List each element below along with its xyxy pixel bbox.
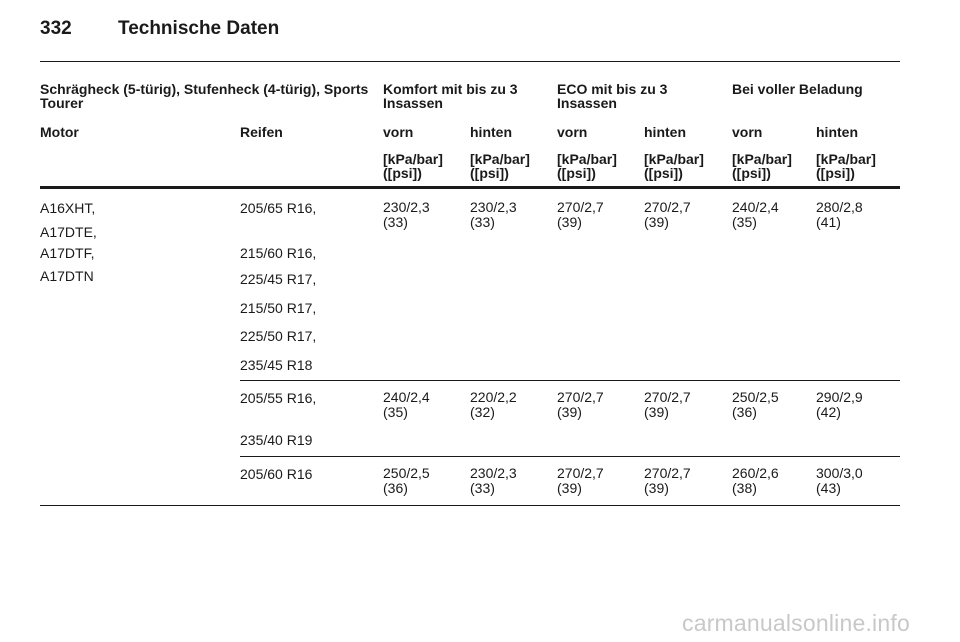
pressure-psi: (39)	[644, 404, 669, 420]
pressure-kpa-bar: 230/2,3	[470, 465, 517, 481]
pressure-psi: (42)	[816, 404, 841, 420]
pressure-kpa-bar: 270/2,7	[644, 199, 691, 215]
pressure-kpa-bar: 290/2,9	[816, 389, 863, 405]
unit-header: [kPa/bar] ([psi])	[470, 151, 530, 181]
full-load-header: Bei voller Beladung	[732, 81, 863, 97]
col-header-reifen: Reifen	[240, 124, 283, 140]
tyre-size: 215/50 R17,	[240, 300, 317, 316]
tyre-size: 215/60 R16,	[240, 245, 317, 261]
tyre-size: 205/60 R16	[240, 466, 313, 482]
pressure-psi: (41)	[816, 214, 841, 230]
col-header-comfort-front: vorn	[383, 124, 414, 140]
unit-header: [kPa/bar] ([psi])	[644, 151, 704, 181]
pressure-psi: (33)	[383, 214, 408, 230]
col-header-eco-front: vorn	[557, 124, 588, 140]
unit-header: [kPa/bar] ([psi])	[557, 151, 617, 181]
pressure-kpa-bar: 260/2,6	[732, 465, 779, 481]
page-number: 332	[40, 18, 72, 39]
pressure-kpa-bar: 270/2,7	[557, 389, 604, 405]
engine-code: A16XHT,	[40, 200, 96, 216]
pressure-psi: (36)	[383, 480, 408, 496]
pressure-cell: 250/2,5 (36)	[383, 466, 430, 496]
pressure-kpa-bar: 270/2,7	[644, 389, 691, 405]
pressure-kpa-bar: 220/2,2	[470, 389, 517, 405]
col-header-comfort-rear: hinten	[470, 124, 512, 140]
pressure-kpa-bar: 250/2,5	[383, 465, 430, 481]
tyre-size: 225/50 R17,	[240, 328, 317, 344]
pressure-kpa-bar: 240/2,4	[383, 389, 430, 405]
pressure-psi: (35)	[383, 404, 408, 420]
pressure-psi: (33)	[470, 480, 495, 496]
pressure-psi: (36)	[732, 404, 757, 420]
pressure-kpa-bar: 270/2,7	[557, 465, 604, 481]
pressure-cell: 300/3,0 (43)	[816, 466, 863, 496]
col-header-full-front: vorn	[732, 124, 763, 140]
pressure-psi: (39)	[557, 404, 582, 420]
pressure-cell: 270/2,7 (39)	[644, 200, 691, 230]
pressure-psi: (39)	[557, 480, 582, 496]
pressure-cell: 270/2,7 (39)	[557, 200, 604, 230]
pressure-psi: (38)	[732, 480, 757, 496]
pressure-kpa-bar: 230/2,3	[470, 199, 517, 215]
unit-header: [kPa/bar] ([psi])	[816, 151, 876, 181]
pressure-kpa-bar: 280/2,8	[816, 199, 863, 215]
pressure-cell: 280/2,8 (41)	[816, 200, 863, 230]
pressure-cell: 230/2,3 (33)	[470, 466, 517, 496]
table-bottom-rule	[40, 505, 900, 506]
pressure-kpa-bar: 250/2,5	[732, 389, 779, 405]
pressure-cell: 230/2,3 (33)	[383, 200, 430, 230]
group-divider	[240, 380, 900, 381]
pressure-cell: 250/2,5 (36)	[732, 390, 779, 420]
pressure-psi: (35)	[732, 214, 757, 230]
group-divider	[240, 456, 900, 457]
pressure-kpa-bar: 270/2,7	[557, 199, 604, 215]
pressure-cell: 230/2,3 (33)	[470, 200, 517, 230]
pressure-kpa-bar: 230/2,3	[383, 199, 430, 215]
pressure-psi: (39)	[557, 214, 582, 230]
pressure-cell: 240/2,4 (35)	[383, 390, 430, 420]
pressure-cell: 270/2,7 (39)	[557, 390, 604, 420]
pressure-psi: (39)	[644, 480, 669, 496]
table-header-rule	[40, 186, 900, 189]
pressure-cell: 270/2,7 (39)	[557, 466, 604, 496]
tyre-size: 205/65 R16,	[240, 200, 317, 216]
engine-code: A17DTE,	[40, 224, 97, 240]
pressure-cell: 260/2,6 (38)	[732, 466, 779, 496]
pressure-psi: (43)	[816, 480, 841, 496]
tyre-size: 235/40 R19	[240, 432, 313, 448]
vehicle-type-header: Schrägheck (5-türig), Stufenheck (4-türi…	[40, 81, 369, 111]
pressure-kpa-bar: 240/2,4	[732, 199, 779, 215]
tyre-size: 225/45 R17,	[240, 271, 317, 287]
pressure-psi: (33)	[470, 214, 495, 230]
pressure-cell: 290/2,9 (42)	[816, 390, 863, 420]
pressure-cell: 270/2,7 (39)	[644, 466, 691, 496]
comfort-header: Komfort mit bis zu 3 Insassen	[383, 81, 518, 111]
tyre-size: 205/55 R16,	[240, 390, 317, 406]
col-header-full-rear: hinten	[816, 124, 858, 140]
pressure-kpa-bar: 270/2,7	[644, 465, 691, 481]
pressure-cell: 220/2,2 (32)	[470, 390, 517, 420]
pressure-psi: (39)	[644, 214, 669, 230]
col-header-eco-rear: hinten	[644, 124, 686, 140]
pressure-psi: (32)	[470, 404, 495, 420]
pressure-kpa-bar: 300/3,0	[816, 465, 863, 481]
col-header-motor: Motor	[40, 124, 79, 140]
watermark: carmanualsonline.info	[682, 610, 910, 636]
engine-code: A17DTF,	[40, 245, 95, 261]
pressure-cell: 240/2,4 (35)	[732, 200, 779, 230]
pressure-cell: 270/2,7 (39)	[644, 390, 691, 420]
tyre-size: 235/45 R18	[240, 357, 313, 373]
page-title: Technische Daten	[118, 18, 280, 39]
engine-code: A17DTN	[40, 268, 94, 284]
unit-header: [kPa/bar] ([psi])	[383, 151, 443, 181]
eco-header: ECO mit bis zu 3 Insassen	[557, 81, 668, 111]
header-rule	[40, 61, 900, 62]
unit-header: [kPa/bar] ([psi])	[732, 151, 792, 181]
